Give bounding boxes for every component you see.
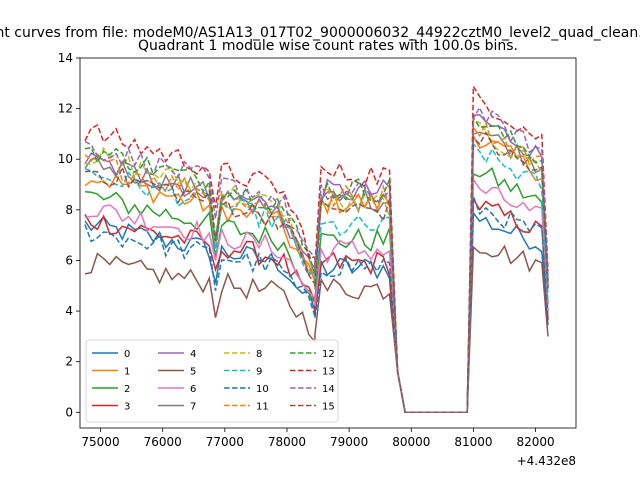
axes-frame	[79, 57, 577, 429]
y-tick-label: 12	[58, 102, 73, 116]
legend-label-14: 14	[322, 384, 335, 395]
legend-label-8: 8	[256, 349, 262, 360]
y-axis: 0 2 4 6 8 10 12 14	[58, 51, 80, 419]
legend-label-9: 9	[256, 367, 262, 378]
legend-label-3: 3	[124, 402, 130, 413]
x-axis: 75000 76000 77000 78000 79000 80000 81000 82000	[81, 428, 555, 449]
x-tick-label: 81000	[454, 435, 492, 449]
y-tick-label: 4	[65, 304, 73, 318]
x-tick-label: 77000	[206, 435, 244, 449]
x-tick-label: 82000	[517, 435, 555, 449]
series-line-9	[84, 141, 549, 414]
legend-label-5: 5	[190, 367, 196, 378]
figure-suptitle: Light curves from file: modeM0/AS1A13_01…	[0, 25, 640, 41]
series-line-3	[84, 196, 549, 414]
series-line-4	[84, 114, 549, 414]
legend-label-10: 10	[256, 384, 269, 395]
x-tick-label: 78000	[268, 435, 306, 449]
x-tick-label: 80000	[392, 435, 430, 449]
legend-label-11: 11	[256, 402, 269, 413]
x-tick-label: 76000	[144, 435, 182, 449]
series-line-8	[84, 120, 549, 414]
y-tick-label: 6	[65, 253, 73, 267]
series-line-15	[84, 131, 549, 414]
legend-label-7: 7	[190, 402, 196, 413]
legend-label-2: 2	[124, 384, 130, 395]
legend-label-6: 6	[190, 384, 196, 395]
series-line-5	[84, 244, 549, 414]
legend-label-0: 0	[124, 349, 130, 360]
legend-box	[85, 339, 339, 423]
x-tick-label: 79000	[330, 435, 368, 449]
y-tick-label: 14	[58, 51, 73, 65]
legend-label-15: 15	[322, 402, 335, 413]
y-tick-label: 10	[58, 152, 73, 166]
legend-label-12: 12	[322, 349, 335, 360]
y-tick-label: 8	[65, 203, 73, 217]
legend-label-4: 4	[190, 349, 196, 360]
legend-label-13: 13	[322, 367, 335, 378]
series-line-2	[84, 167, 549, 414]
x-tick-label: 75000	[81, 435, 119, 449]
plot-area	[84, 83, 549, 414]
series-line-13	[84, 83, 549, 414]
y-tick-label: 0	[65, 405, 73, 419]
y-tick-label: 2	[65, 355, 73, 369]
series-line-12	[84, 115, 549, 414]
x-axis-offset-label: +4.432e8	[517, 454, 576, 468]
series-line-1	[84, 135, 549, 414]
series-line-10	[84, 196, 549, 414]
series-line-6	[84, 177, 549, 414]
legend-label-1: 1	[124, 367, 130, 378]
chart-title: Quadrant 1 module wise count rates with …	[138, 38, 518, 54]
